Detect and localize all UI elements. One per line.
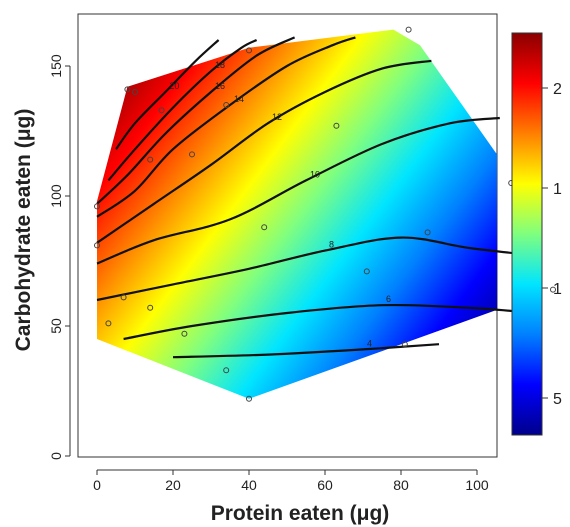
data-point: [261, 224, 268, 231]
colorbar-ticks: 2 1 1 5: [542, 81, 562, 408]
x-tick-label: 40: [241, 477, 257, 493]
contour-label-4: 4: [367, 338, 372, 348]
data-point: [158, 107, 165, 114]
colorbar-tick-label: 1: [553, 181, 562, 198]
contour-line-10: [96, 116, 500, 265]
data-points: [94, 26, 556, 402]
data-point: [147, 304, 154, 311]
data-point: [120, 294, 127, 301]
colorbar-tick-label: 5: [553, 391, 562, 408]
data-point: [363, 268, 370, 275]
data-point: [333, 122, 340, 129]
contour-label-6: 6: [386, 294, 391, 304]
contour-labels: 4 6 8 10 12 14 16 18 20: [169, 60, 391, 348]
contour-line-8: [96, 236, 538, 302]
contour-label-18: 18: [215, 60, 225, 70]
colorbar-tick-label: 1: [553, 281, 562, 298]
data-point: [147, 156, 154, 163]
y-tick-label: 0: [48, 452, 64, 460]
data-point: [105, 320, 112, 327]
contour-label-12: 12: [272, 112, 282, 122]
data-point: [181, 330, 188, 337]
colorbar-tick-label: 2: [553, 81, 562, 98]
contour-label-10: 10: [310, 169, 320, 179]
contour-line-12: [96, 59, 432, 244]
x-tick-label: 60: [317, 477, 333, 493]
x-tick-label: 100: [465, 477, 489, 493]
x-tick-label: 20: [165, 477, 181, 493]
y-tick-label: 100: [48, 184, 64, 208]
contour-label-16: 16: [215, 81, 225, 91]
contour-label-20: 20: [169, 81, 179, 91]
data-point: [124, 86, 131, 93]
colorbar-bar: [511, 32, 543, 436]
data-point: [94, 242, 100, 249]
data-point: [132, 89, 138, 95]
data-point: [223, 102, 230, 108]
y-axis-title: Carbohydrate eaten (μg): [12, 109, 35, 352]
data-point: [550, 286, 556, 293]
contour-line-18: [107, 39, 258, 182]
data-point: [424, 229, 431, 236]
contour-line-20: [115, 39, 220, 150]
y-axis: 0 50 100 150: [48, 54, 71, 460]
y-tick-label: 50: [48, 318, 64, 334]
x-tick-label: 80: [393, 477, 409, 493]
x-axis: 0 20 40 60 80 100: [93, 469, 489, 493]
contour-line-6: [123, 303, 535, 341]
data-point: [94, 203, 100, 210]
x-axis-title: Protein eaten (μg): [211, 502, 390, 525]
contour-line-14: [96, 36, 356, 218]
y-tick-label: 150: [48, 54, 64, 78]
heatmap-field: [97, 29, 497, 399]
x-tick-label: 0: [93, 477, 101, 493]
data-point: [246, 395, 252, 402]
data-point: [246, 47, 252, 54]
contour-label-8: 8: [329, 240, 334, 250]
data-point: [401, 341, 408, 348]
data-point: [405, 26, 412, 33]
contour-line-16: [96, 36, 296, 205]
contour-label-14: 14: [234, 94, 244, 104]
data-point: [223, 367, 230, 374]
colorbar: 2 1 1 5: [511, 32, 562, 436]
data-point: [189, 151, 195, 158]
